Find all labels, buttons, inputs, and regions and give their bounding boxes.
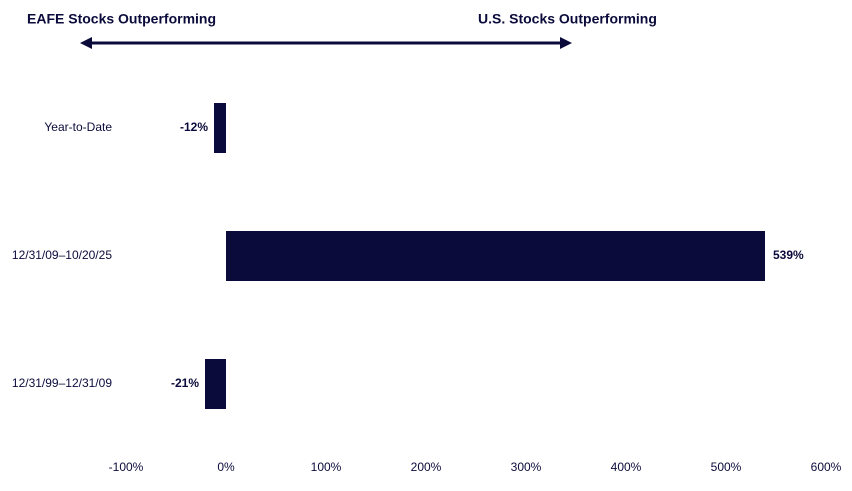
value-label: -12% (180, 120, 208, 134)
x-tick-label: 500% (711, 460, 742, 474)
x-tick-label: 600% (811, 460, 842, 474)
bar (205, 359, 226, 409)
y-tick-label: Year-to-Date (44, 120, 112, 134)
x-tick-label: 0% (217, 460, 235, 474)
x-tick-label: 100% (311, 460, 342, 474)
x-tick-label: -100% (109, 460, 144, 474)
bar (214, 103, 226, 153)
annotation: EAFE Stocks Outperforming (27, 11, 216, 27)
x-tick-label: 200% (411, 460, 442, 474)
y-tick-label: 12/31/09–10/20/25 (12, 248, 112, 262)
bar (226, 231, 765, 281)
y-tick-label: 12/31/99–12/31/09 (12, 376, 112, 390)
x-tick-label: 300% (511, 460, 542, 474)
value-label: 539% (773, 248, 804, 262)
value-label: -21% (171, 376, 199, 390)
x-tick-label: 400% (611, 460, 642, 474)
annotation: U.S. Stocks Outperforming (478, 11, 657, 27)
